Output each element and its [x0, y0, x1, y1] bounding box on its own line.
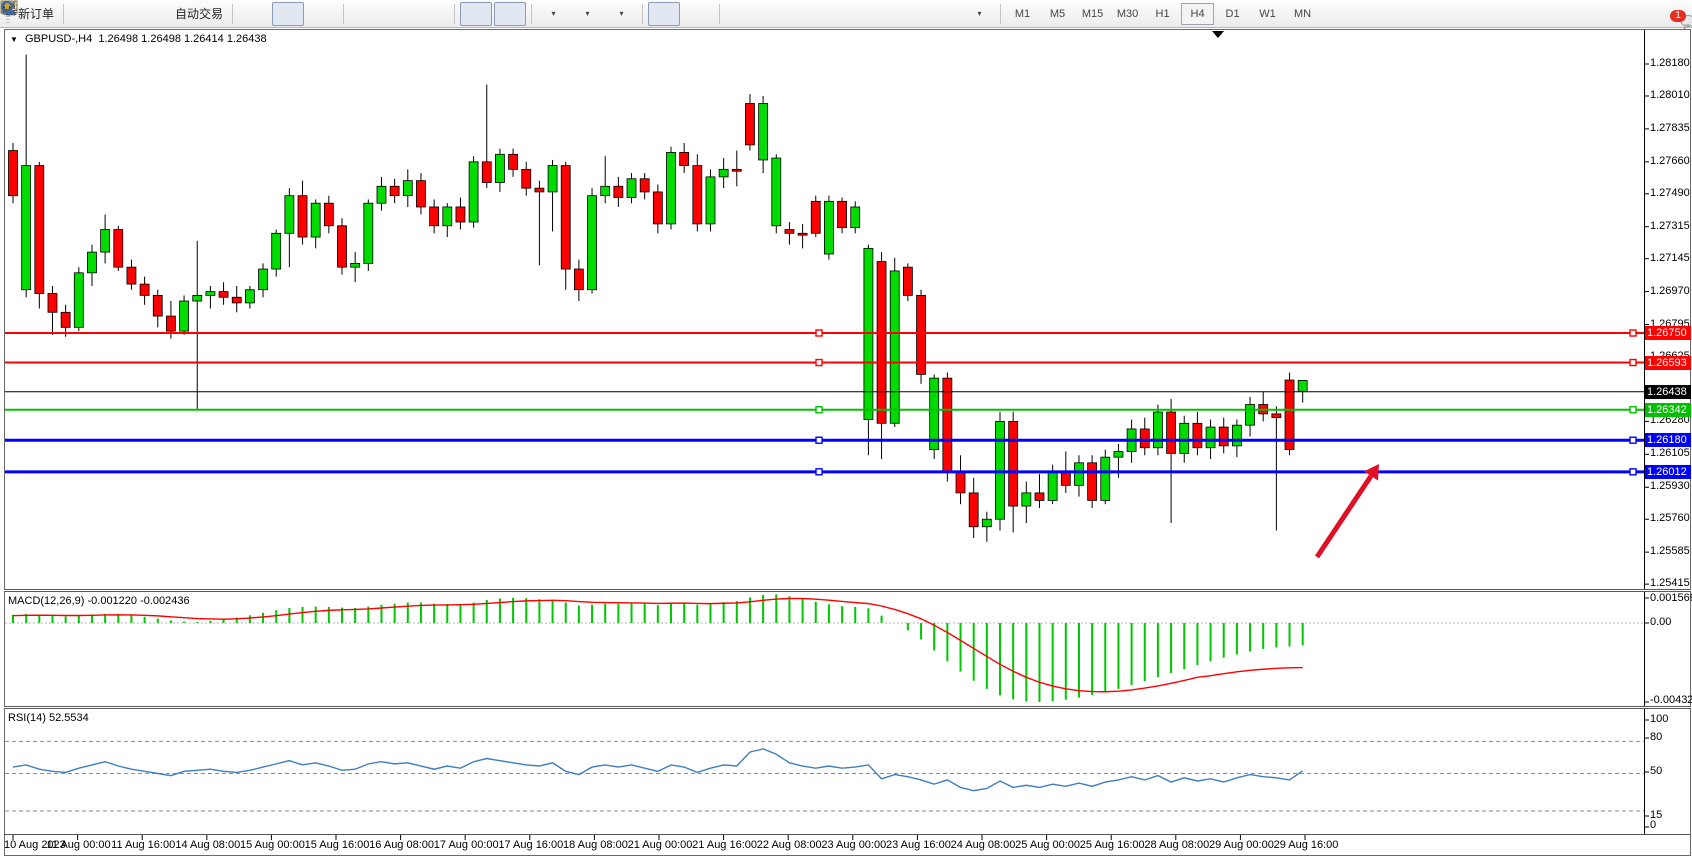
timeframe-button-m15[interactable]: M15	[1081, 7, 1104, 20]
time-axis-label: 21 Aug 00:00	[627, 839, 693, 851]
symbol-dropdown-icon[interactable]: ▼	[10, 35, 18, 44]
time-axis-label: 23 Aug 16:00	[885, 839, 951, 851]
price-tick-label: 1.27490	[1650, 186, 1690, 199]
new-order-label: 新订单	[18, 7, 55, 21]
rsi-axis-label: 15	[1650, 809, 1663, 821]
price-tick-label: 1.28010	[1650, 88, 1690, 101]
price-tick-label: 1.27145	[1650, 251, 1690, 264]
time-axis-label: 15 Aug 00:00	[239, 839, 305, 851]
periods-caret-icon: ▾	[585, 9, 590, 18]
time-axis-label: 22 Aug 08:00	[756, 839, 822, 851]
price-level-tag[interactable]: 1.26180	[1645, 433, 1691, 448]
price-tick-label: 1.27315	[1650, 219, 1690, 232]
timeframe-button-mn[interactable]: MN	[1293, 7, 1312, 20]
time-axis-label: 10 Aug 2023	[4, 839, 66, 851]
toolbar-separator	[1000, 3, 1002, 24]
price-tick-label: 1.25760	[1650, 512, 1690, 525]
indicators-caret-icon: ▾	[551, 9, 556, 18]
price-tick-label: 1.25930	[1650, 480, 1690, 493]
price-level-tag[interactable]: 1.26593	[1645, 355, 1691, 370]
time-axis-label: 29 Aug 00:00	[1208, 839, 1274, 851]
rsi-axis-label: 50	[1650, 765, 1663, 777]
timeframe-button-h4[interactable]: H4	[1181, 2, 1215, 25]
time-axis-label: 29 Aug 16:00	[1273, 839, 1339, 851]
price-level-tag[interactable]: 1.26750	[1645, 326, 1691, 340]
time-axis-label: 15 Aug 16:00	[304, 839, 370, 851]
time-axis-label: 14 Aug 08:00	[175, 839, 241, 851]
candles-layer	[8, 54, 1308, 542]
search-icon[interactable]	[0, 0, 17, 17]
toolbar-separator	[642, 3, 644, 24]
toolbar-separator	[343, 3, 345, 24]
rsi-label: RSI(14) 52.5534	[8, 712, 89, 724]
rsi-axis-label: 0	[1650, 819, 1657, 831]
timeframe-group: M1 M5 M15 M30 H1 H4 D1 W1 MN	[1006, 2, 1319, 25]
timeframe-button-h1[interactable]: H1	[1155, 7, 1170, 20]
toolbar-separator	[63, 3, 65, 24]
time-axis-label: 25 Aug 00:00	[1015, 839, 1081, 851]
autotrading-label: 自动交易	[175, 7, 224, 21]
time-axis-label: 17 Aug 16:00	[498, 839, 564, 851]
time-axis-label: 28 Aug 08:00	[1144, 839, 1210, 851]
price-tick-label: 1.28180	[1650, 57, 1690, 69]
pane-splitter-macd[interactable]	[4, 589, 1691, 592]
templates-caret-icon: ▾	[619, 9, 624, 18]
time-axis-label: 11 Aug 16:00	[111, 839, 176, 851]
price-level-tag[interactable]: 1.26012	[1645, 464, 1691, 479]
symbol-period-label: GBPUSD-,H4	[24, 33, 93, 45]
price-tick-label: 1.26105	[1650, 447, 1690, 460]
horizontal-levels-layer[interactable]	[5, 329, 1644, 476]
macd-axis-label: 0.00	[1650, 616, 1672, 628]
auto-scroll-button[interactable]	[1, 1, 493, 26]
price-level-tag[interactable]: 1.26342	[1645, 402, 1691, 417]
time-axis-label: 11 Aug 00:00	[46, 839, 111, 851]
rsi-axis-label: 80	[1650, 731, 1663, 743]
chart-window-border	[4, 29, 1691, 856]
time-axis-label: 25 Aug 16:00	[1079, 839, 1145, 851]
price-tick-label: 1.27660	[1650, 154, 1690, 167]
pane-splitter-rsi[interactable]	[4, 706, 1691, 709]
trend-arrow[interactable]	[1314, 464, 1379, 559]
timeframe-button-d1[interactable]: D1	[1225, 7, 1240, 20]
macd-axis-label: -0.004322	[1650, 694, 1692, 706]
time-axis-label: 16 Aug 08:00	[369, 839, 435, 851]
toolbar-separator	[232, 3, 234, 24]
price-tick-label: 1.25585	[1650, 545, 1690, 558]
bar-marker-icon	[1212, 31, 1224, 38]
price-tick-label: 1.26280	[1650, 414, 1690, 427]
time-axis-label: 24 Aug 08:00	[950, 839, 1016, 851]
time-axis-label: 21 Aug 16:00	[692, 839, 758, 851]
chat-bubble-icon	[1680, 14, 1692, 30]
rsi-axis-label: 100	[1650, 713, 1669, 725]
time-axis-label: 18 Aug 08:00	[562, 839, 628, 851]
rsi-layer	[5, 740, 1644, 812]
arrows-caret-icon: ▾	[977, 9, 982, 18]
time-axis-label: 23 Aug 00:00	[821, 839, 887, 851]
price-tick-label: 1.27835	[1650, 121, 1690, 134]
price-tick-label: 1.26970	[1650, 284, 1690, 297]
toolbar: 新订单 自动交易	[0, 0, 1692, 30]
price-level-tag[interactable]: 1.26438	[1645, 384, 1691, 399]
toolbar-separator	[719, 3, 721, 24]
toolbar-separator	[454, 3, 456, 24]
toolbar-separator	[531, 3, 533, 24]
timeframe-button-m1[interactable]: M1	[1014, 7, 1031, 20]
time-axis-label: 17 Aug 00:00	[433, 839, 499, 851]
price-tick-label: 1.25415	[1650, 577, 1690, 590]
macd-axis-label: 0.001569	[1650, 592, 1692, 604]
macd-layer	[5, 594, 1644, 702]
ohlc-values: 1.26498 1.26498 1.26414 1.26438	[98, 33, 267, 45]
chart-title: ▼ GBPUSD-,H4 1.26498 1.26498 1.26414 1.2…	[10, 33, 267, 45]
macd-label: MACD(12,26,9) -0.001220 -0.002436	[8, 595, 190, 607]
notification-badge: 1	[1670, 9, 1686, 22]
svg-text:F: F	[13, 10, 17, 16]
timeframe-button-m30[interactable]: M30	[1116, 7, 1139, 20]
timeframe-button-w1[interactable]: W1	[1259, 7, 1276, 20]
timeframe-button-m5[interactable]: M5	[1049, 7, 1066, 20]
